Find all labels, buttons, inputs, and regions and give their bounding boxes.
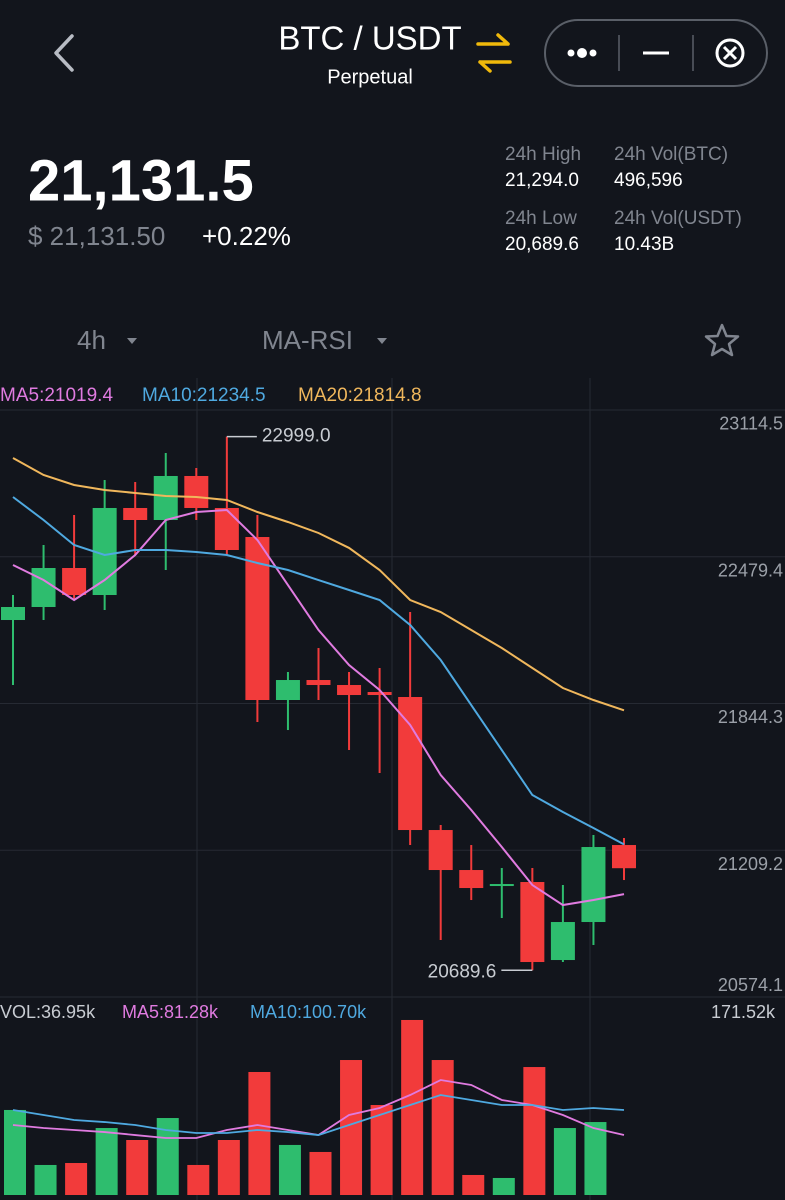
favorite-star[interactable] [704, 323, 740, 357]
candle-body [581, 847, 606, 923]
volume-bar [65, 1163, 88, 1195]
candle-body [275, 680, 300, 701]
volume-bar [584, 1122, 607, 1195]
y-tick-label: 20574.1 [718, 975, 783, 995]
volume-bar [340, 1060, 363, 1195]
candle-body [31, 567, 56, 608]
volume-bar [248, 1071, 271, 1195]
candle-body [459, 870, 484, 889]
ma-line [12, 457, 625, 712]
candle-body [367, 692, 392, 696]
indicator-select[interactable]: MA-RSI [262, 325, 353, 355]
ma-line [12, 496, 625, 846]
candle-body [62, 567, 87, 596]
legend-entry: MA5:81.28k [122, 1002, 219, 1022]
stat-value: 496,596 [614, 170, 683, 191]
candle-body [337, 685, 362, 696]
last-price: 21,131.5 [28, 148, 254, 213]
candle-body [153, 475, 178, 521]
volume-bar [553, 1128, 576, 1195]
stat-label: 24h Low [505, 208, 577, 229]
change: +0.22% [202, 221, 291, 251]
stat-value: 20,689.6 [505, 234, 579, 255]
volume-bar [462, 1174, 485, 1195]
y-tick-label: 21844.3 [718, 707, 783, 727]
stat-label: 24h Vol(USDT) [614, 208, 742, 229]
candle-body [214, 507, 239, 550]
candle-body [428, 830, 453, 871]
volume-bar [431, 1060, 454, 1195]
legend-entry: MA10:100.70k [250, 1002, 367, 1022]
candle-body [489, 884, 514, 887]
volume-bar [309, 1151, 332, 1195]
caret [377, 338, 387, 344]
stat-value: 21,294.0 [505, 170, 579, 191]
usd-price: $ 21,131.50 [28, 221, 165, 251]
legend-entry: VOL:36.95k [0, 1002, 96, 1022]
back-button[interactable] [54, 34, 74, 72]
volume-bar [126, 1139, 149, 1195]
volume-bar [187, 1164, 210, 1195]
volume-bar [492, 1177, 515, 1195]
volume-bar [4, 1109, 26, 1195]
legend-entry: MA20:21814.8 [298, 385, 422, 406]
ma-line [12, 1094, 625, 1136]
y-tick-label: 23114.5 [719, 414, 783, 434]
candle-body [612, 845, 636, 869]
legend-entry: MA10:21234.5 [142, 385, 266, 406]
volume-bar [370, 1105, 393, 1195]
stat-value: 10.43B [614, 234, 674, 255]
candle-body [550, 922, 575, 961]
candle-body [398, 697, 423, 831]
candle-body [1, 607, 25, 621]
swap-icon[interactable] [476, 33, 512, 73]
volume-bar [401, 1019, 424, 1195]
volume-bar [217, 1139, 240, 1195]
stat-label: 24h High [505, 144, 581, 165]
more-button[interactable] [567, 48, 597, 58]
volume-bar [523, 1067, 546, 1195]
close-button[interactable] [715, 38, 745, 68]
volume-bar [95, 1128, 118, 1195]
annotation-label: 20689.6 [428, 961, 497, 982]
volume-bar [278, 1144, 301, 1195]
candle-body [123, 507, 148, 521]
caret [127, 338, 137, 344]
ma-line [12, 508, 625, 907]
stat-label: 24h Vol(BTC) [614, 144, 728, 165]
y-tick-label: 22479.4 [718, 560, 783, 580]
legend-entry: MA5:21019.4 [0, 385, 113, 406]
annotation-label: 22999.0 [262, 426, 331, 447]
candle-body [184, 475, 209, 508]
pair-subtitle: Perpetual [327, 66, 413, 88]
candle-body [306, 680, 331, 686]
y-tick-label: 21209.2 [718, 854, 783, 874]
y-tick-label: 171.52k [711, 1002, 776, 1022]
pair-title: BTC / USDT [278, 20, 461, 57]
capsule [544, 19, 768, 87]
volume-bar [34, 1164, 57, 1195]
candle-body [520, 882, 545, 963]
interval-select[interactable]: 4h [77, 325, 106, 355]
